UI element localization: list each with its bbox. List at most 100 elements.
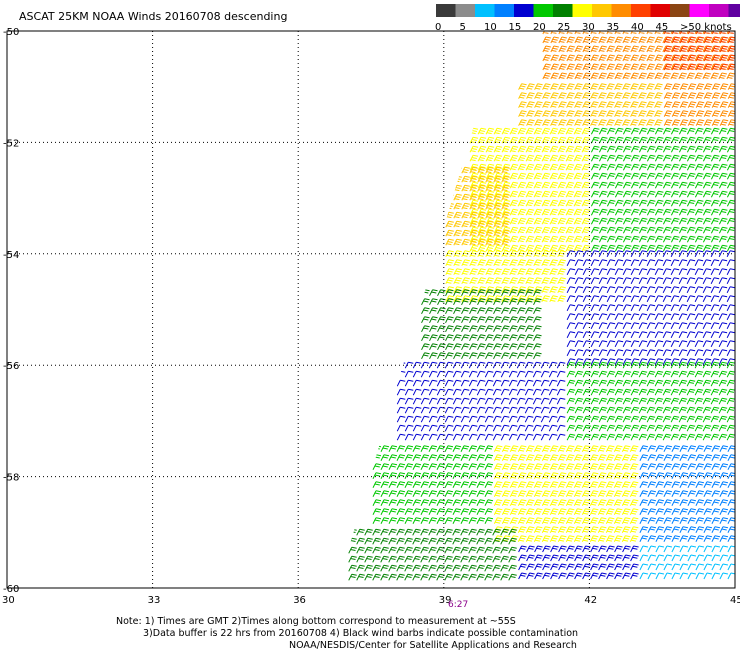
- wind-barb: [613, 526, 623, 533]
- wind-barb: [646, 250, 656, 258]
- wind-barb: [686, 163, 696, 171]
- wind-barb: [492, 424, 502, 432]
- wind-barb: [606, 349, 616, 357]
- wind-barb: [598, 172, 608, 180]
- wind-barb: [461, 298, 470, 306]
- wind-barb: [501, 217, 511, 225]
- wind-barb: [525, 181, 535, 189]
- wind-barb: [533, 190, 543, 198]
- wind-barb: [622, 92, 631, 99]
- wind-barb: [476, 517, 486, 524]
- wind-barb: [492, 379, 502, 387]
- wind-barb: [526, 92, 535, 99]
- wind-barb: [710, 424, 720, 432]
- wind-barb: [461, 277, 470, 285]
- wind-barb: [606, 235, 616, 243]
- longitude-label: 42: [584, 595, 597, 606]
- wind-barb: [516, 388, 526, 396]
- wind-barb: [662, 433, 672, 441]
- map-frame: [6, 30, 736, 589]
- wind-barb: [663, 445, 673, 452]
- wind-barb: [518, 110, 527, 117]
- wind-barb: [500, 379, 510, 387]
- wind-barb: [453, 307, 462, 315]
- wind-barb: [477, 163, 487, 171]
- wind-barb: [582, 331, 592, 339]
- wind-barb: [727, 554, 735, 562]
- wind-barb: [622, 388, 632, 396]
- wind-barb: [614, 572, 623, 580]
- wind-barb: [670, 322, 680, 330]
- longitude-label: 45: [730, 595, 740, 606]
- wind-barb: [524, 361, 534, 369]
- wind-barb: [558, 83, 567, 90]
- wind-barb: [590, 217, 600, 225]
- wind-barb: [517, 352, 526, 360]
- wind-barb: [557, 217, 567, 225]
- wind-barb: [622, 244, 632, 252]
- wind-barb: [453, 334, 462, 342]
- wind-barb: [671, 517, 681, 524]
- wind-barb: [558, 36, 567, 44]
- wind-barb: [573, 535, 583, 542]
- wind-barb: [437, 316, 446, 324]
- wind-barb: [461, 295, 470, 303]
- wind-barb: [598, 397, 608, 405]
- wind-barb: [517, 295, 526, 303]
- wind-barb: [662, 145, 672, 153]
- wind-barb: [702, 415, 712, 423]
- wind-barb: [566, 331, 576, 339]
- wind-barb: [647, 508, 657, 515]
- wind-barb: [445, 286, 454, 294]
- wind-barb: [469, 166, 478, 174]
- wind-barb: [718, 415, 728, 423]
- wind-barb: [670, 313, 680, 321]
- wind-barb: [686, 190, 696, 198]
- wind-barb: [582, 304, 592, 312]
- wind-barb: [638, 397, 648, 405]
- wind-barb: [710, 208, 720, 216]
- wind-barb: [581, 181, 591, 189]
- wind-barb: [646, 190, 656, 198]
- wind-barb: [671, 119, 681, 126]
- wind-barb: [396, 454, 406, 461]
- wind-barb: [461, 238, 470, 246]
- wind-barb: [533, 217, 543, 225]
- wind-barb: [500, 528, 509, 536]
- wind-barb: [710, 295, 720, 303]
- wind-barb: [654, 379, 664, 387]
- wind-barb: [517, 490, 527, 497]
- wind-barb: [493, 163, 503, 171]
- wind-barb: [493, 286, 502, 294]
- wind-barb: [614, 199, 624, 207]
- wind-barb: [654, 433, 664, 441]
- wind-barb: [702, 154, 712, 162]
- wind-barb: [372, 481, 382, 488]
- wind-barb: [598, 244, 608, 252]
- wind-barb: [509, 286, 518, 294]
- wind-barb: [428, 528, 437, 536]
- wind-barb: [590, 199, 600, 207]
- wind-barb: [726, 295, 735, 303]
- wind-barb: [493, 244, 503, 252]
- legend-swatch: [475, 4, 495, 17]
- wind-barb: [477, 244, 487, 252]
- wind-barb: [477, 145, 487, 153]
- wind-barb: [460, 528, 469, 536]
- wind-barb: [540, 424, 550, 432]
- wind-barb: [533, 526, 543, 533]
- wind-barb: [711, 481, 721, 488]
- wind-barb: [598, 163, 608, 171]
- wind-barb: [501, 238, 510, 246]
- wind-barb: [638, 154, 648, 162]
- wind-barb: [525, 508, 535, 515]
- wind-barb: [517, 454, 527, 461]
- wind-barb: [534, 110, 543, 117]
- wind-barb: [517, 481, 527, 488]
- wind-barb: [557, 181, 567, 189]
- wind-barb: [541, 136, 551, 144]
- wind-barb: [573, 526, 583, 533]
- wind-barb: [670, 145, 680, 153]
- wind-barb: [686, 406, 696, 414]
- wind-barb: [508, 397, 518, 405]
